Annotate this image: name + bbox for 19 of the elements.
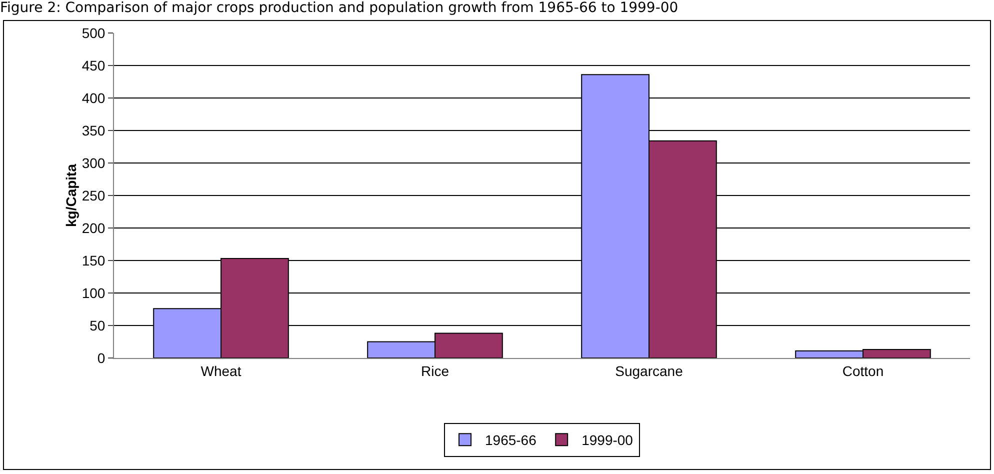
x-tick-label: Wheat — [200, 362, 242, 379]
x-tick-label: Rice — [420, 362, 450, 379]
legend-label: 1965-66 — [485, 432, 537, 448]
x-tick-label: Cotton — [842, 362, 884, 379]
y-tick-label: 200 — [82, 220, 106, 236]
y-tick-label: 250 — [82, 187, 106, 204]
chart-title: Figure 2: Comparison of major crops production and population growth from 1965-66 to 1999-00 — [0, 0, 680, 16]
y-axis-title: kg/Capita — [63, 164, 79, 228]
y-tick-label: 50 — [90, 317, 106, 334]
y-tick-label: 100 — [82, 284, 106, 301]
y-tick-label: 500 — [82, 24, 106, 41]
y-tick-label: 300 — [82, 154, 106, 171]
y-tick-label: 150 — [82, 252, 106, 268]
y-tick-label: 350 — [82, 122, 106, 138]
legend-label: 1999-00 — [582, 432, 634, 448]
y-tick-label: 400 — [82, 90, 106, 106]
y-tick-label: 450 — [82, 57, 106, 74]
y-tick-label: 0 — [97, 350, 106, 366]
x-tick-label: Sugarcane — [615, 362, 684, 379]
